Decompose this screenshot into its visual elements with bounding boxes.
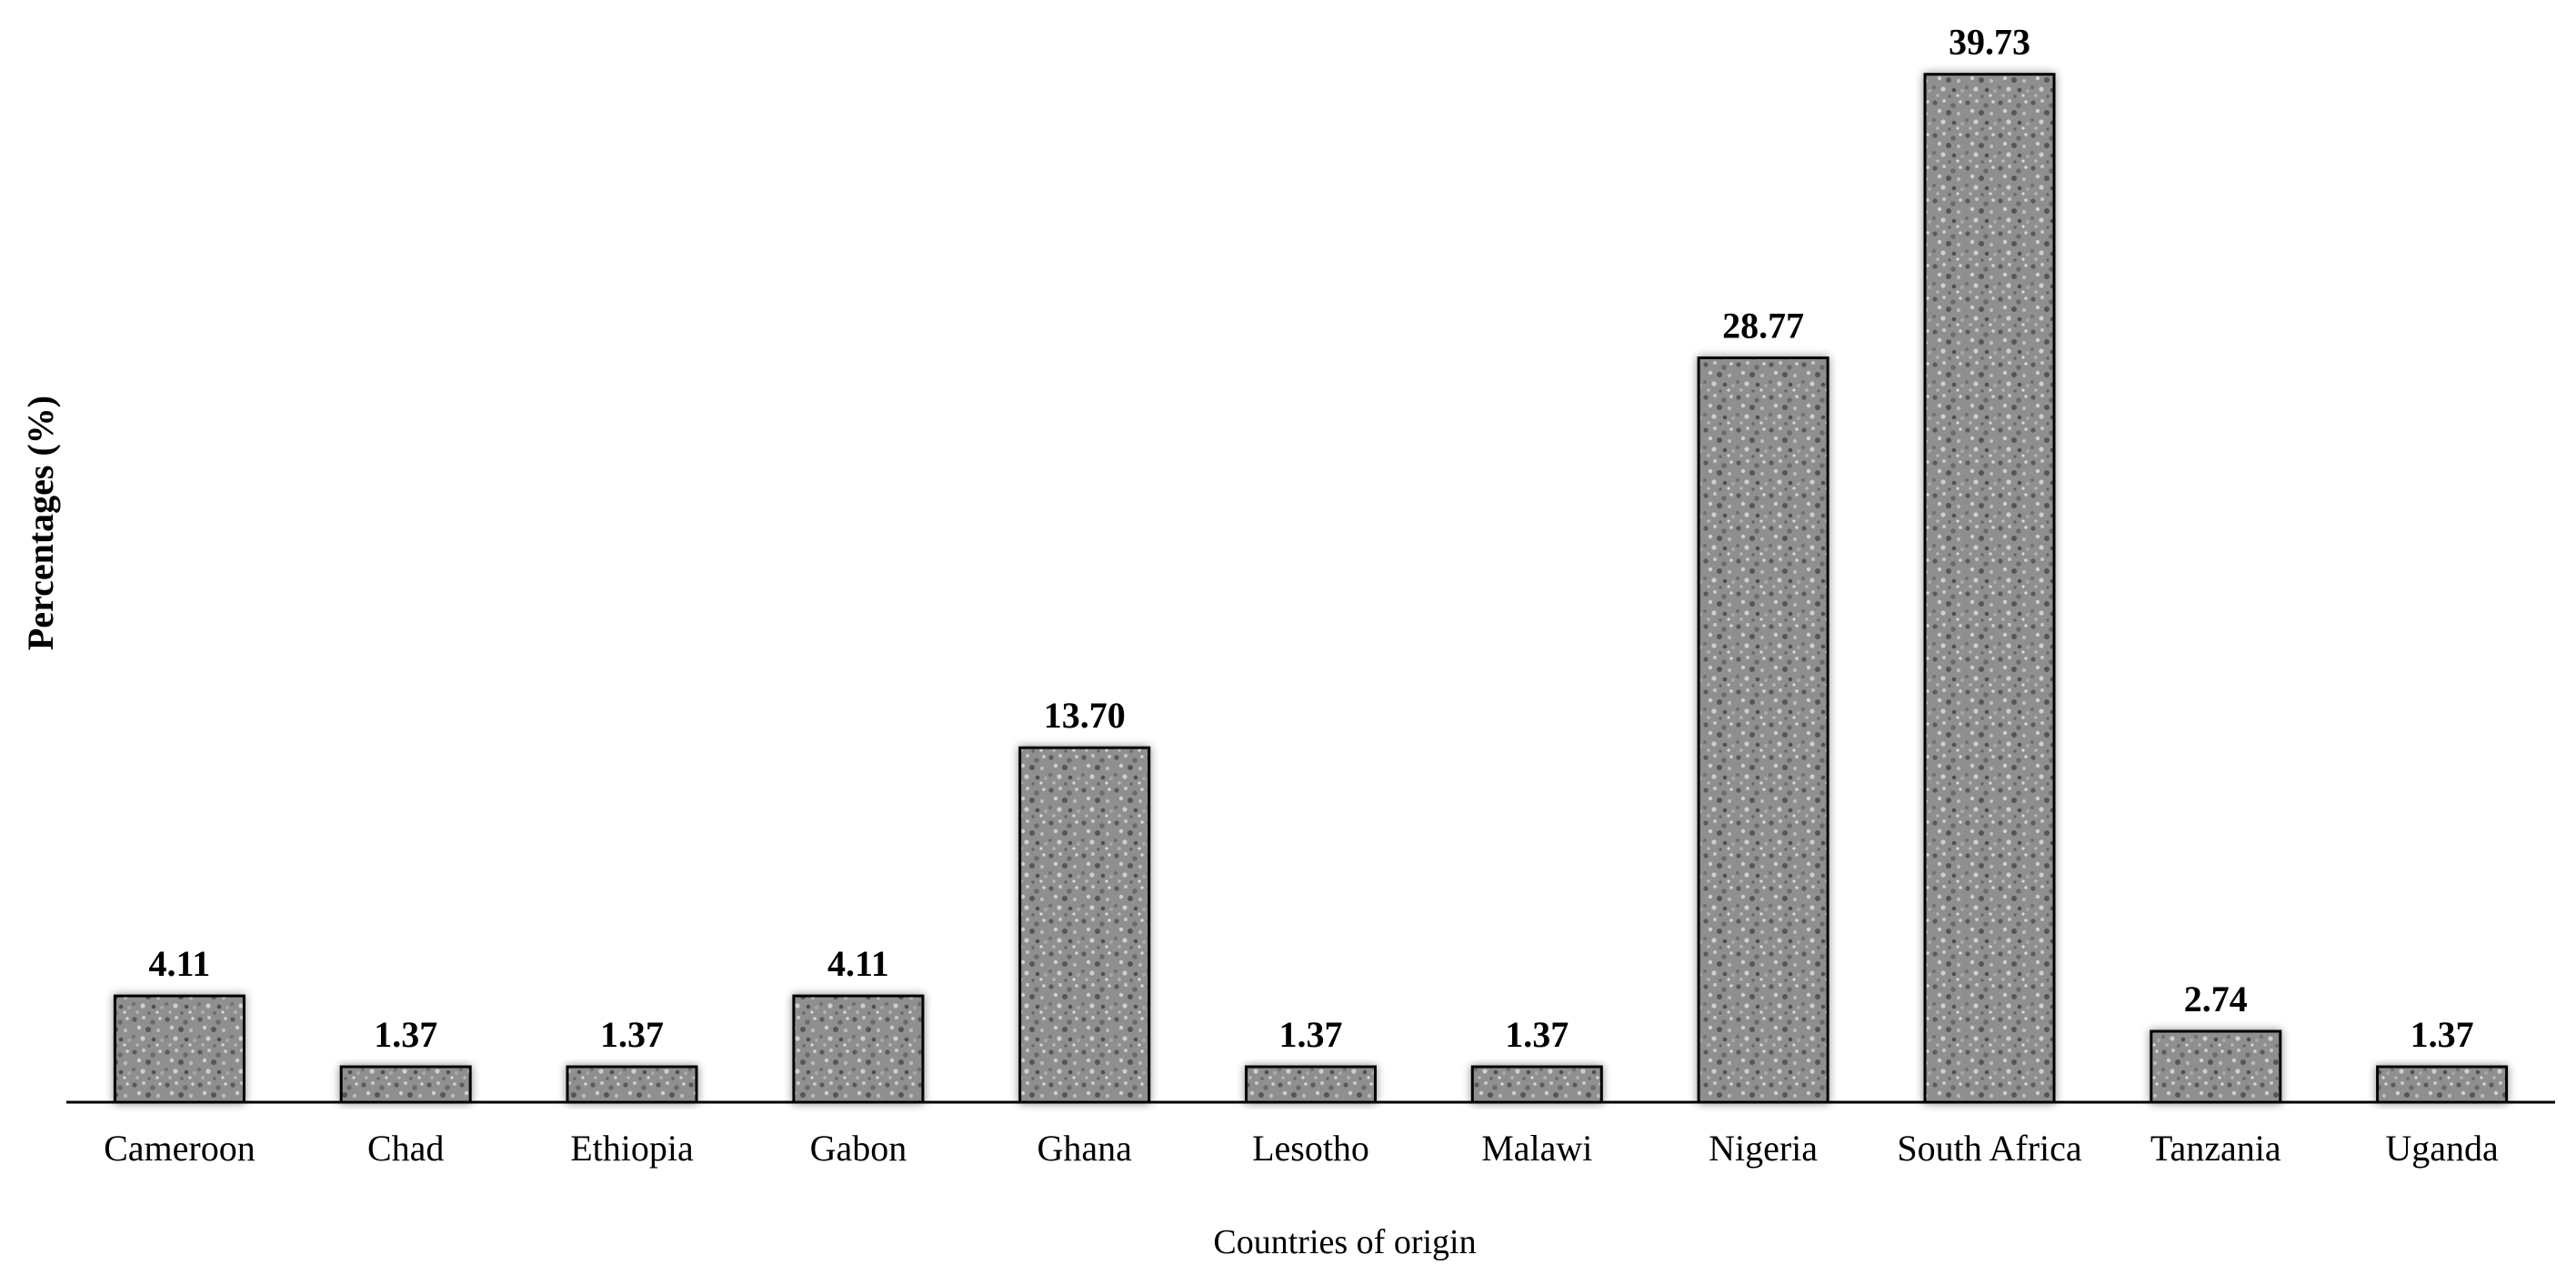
x-tick-label-uganda: Uganda (2385, 1128, 2499, 1169)
x-tick-label-tanzania: Tanzania (2150, 1128, 2281, 1169)
x-tick-label-nigeria: Nigeria (1709, 1128, 1818, 1169)
value-label-ethiopia: 1.37 (600, 1014, 664, 1055)
bar-lesotho (1245, 1065, 1377, 1104)
bar-cameroon (113, 994, 246, 1104)
x-tick-label-chad: Chad (367, 1128, 444, 1169)
value-label-gabon: 4.11 (827, 943, 889, 984)
value-label-south-africa: 39.73 (1949, 22, 2030, 63)
x-tick-label-gabon: Gabon (810, 1128, 907, 1169)
y-axis-title: Percentages (%) (20, 396, 61, 650)
value-label-uganda: 1.37 (2411, 1014, 2474, 1055)
x-tick-label-malawi: Malawi (1481, 1128, 1592, 1169)
x-tick-label-ghana: Ghana (1037, 1128, 1132, 1169)
x-tick-labels-layer: Cameroon Chad Ethiopia Gabon Ghana Lesotho Mal… (104, 1128, 2499, 1169)
x-tick-label-south-africa: South Africa (1897, 1128, 2082, 1169)
bar-malawi (1470, 1065, 1603, 1104)
bar-ethiopia (566, 1065, 698, 1104)
value-labels-layer: 4.11 1.37 1.37 4.11 13.70 1.37 1.37 28.77 39.73 2… (149, 22, 2474, 1055)
bar-uganda (2376, 1065, 2509, 1104)
bar-gabon (792, 994, 925, 1104)
value-label-nigeria: 28.77 (1722, 306, 1804, 346)
bar-ghana (1018, 746, 1151, 1104)
value-label-tanzania: 2.74 (2184, 979, 2248, 1019)
bar-chad (339, 1065, 472, 1104)
value-label-ghana: 13.70 (1044, 695, 1126, 736)
x-tick-label-lesotho: Lesotho (1252, 1128, 1369, 1169)
bar-tanzania (2150, 1029, 2282, 1104)
bar-nigeria (1697, 356, 1829, 1104)
bar-south-africa (1923, 73, 2056, 1104)
x-axis-title: Countries of origin (1213, 1223, 1476, 1261)
value-label-lesotho: 1.37 (1279, 1014, 1343, 1055)
value-label-malawi: 1.37 (1505, 1014, 1569, 1055)
value-label-cameroon: 4.11 (149, 943, 211, 984)
value-label-chad: 1.37 (374, 1014, 437, 1055)
x-tick-label-cameroon: Cameroon (104, 1128, 256, 1169)
x-tick-label-ethiopia: Ethiopia (570, 1128, 694, 1169)
bars-layer (113, 73, 2509, 1104)
